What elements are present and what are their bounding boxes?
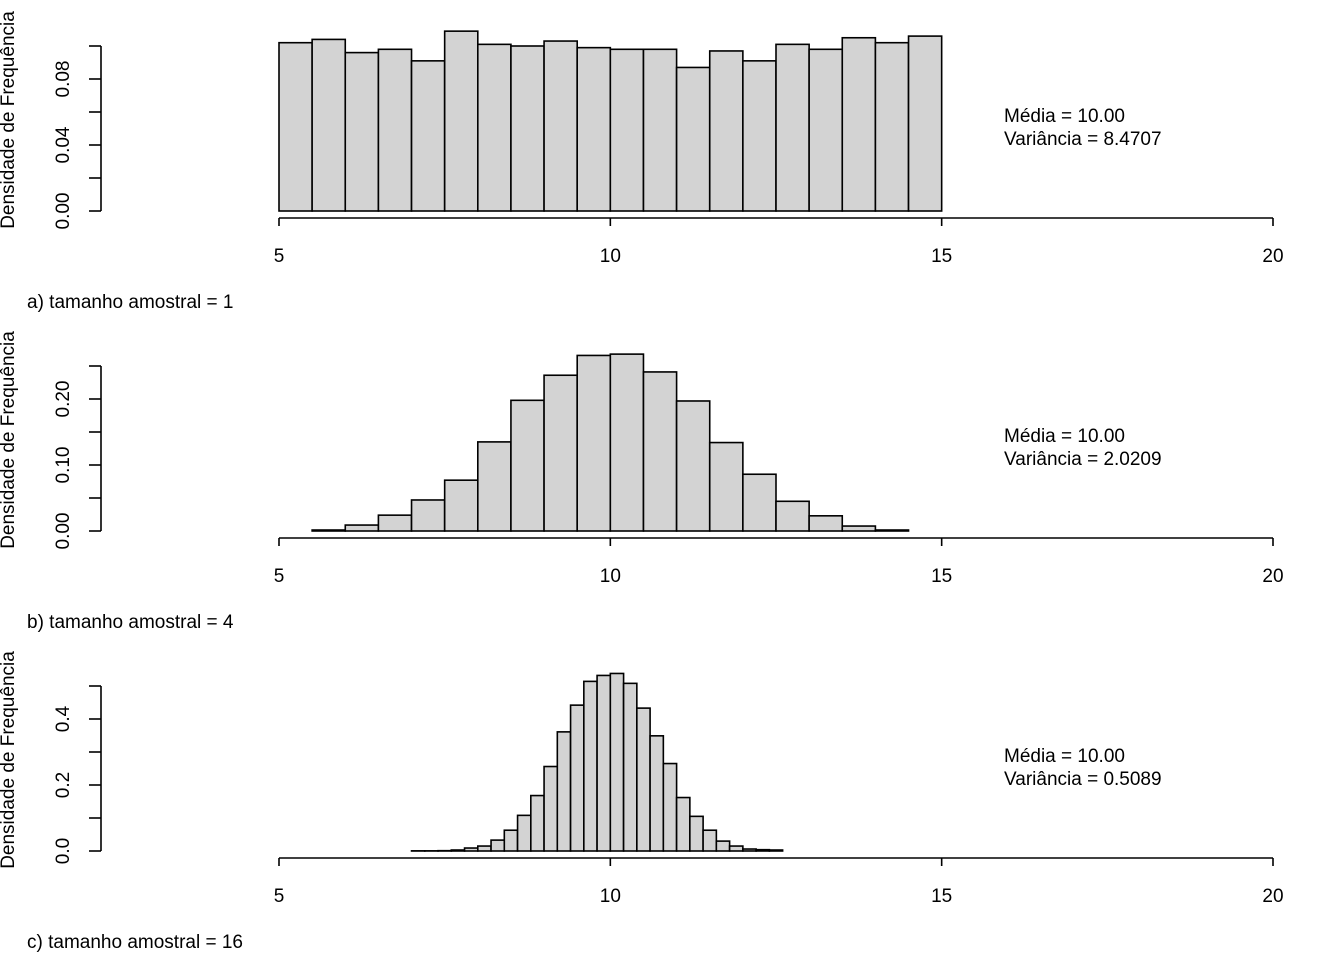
bar (715, 840, 731, 852)
bar (768, 849, 784, 852)
bar (596, 674, 612, 852)
y-axis-label: Densidade de Frequência (0, 331, 19, 549)
y-axis-label: Densidade de Frequência (0, 651, 19, 869)
y-tick-label: 0.10 (53, 447, 74, 484)
bar (377, 514, 413, 532)
bar (622, 682, 638, 852)
bar (556, 731, 572, 852)
bar (377, 48, 413, 212)
bar (516, 814, 532, 852)
annotation: Média = 10.00 (1004, 746, 1125, 767)
x-tick-label: 20 (1262, 246, 1283, 267)
caption: c) tamanho amostral = 16 (27, 932, 243, 953)
bar (636, 707, 651, 852)
x-tick-label: 10 (600, 886, 621, 907)
bar (642, 48, 678, 212)
bar (311, 529, 347, 532)
annotation: Média = 10.00 (1004, 106, 1125, 127)
annotation: Variância = 8.4707 (1004, 129, 1162, 150)
bar (907, 35, 943, 212)
x-tick-label: 20 (1262, 566, 1283, 587)
y-tick-label: 0.00 (53, 193, 74, 230)
x-tick-label: 5 (274, 566, 285, 587)
bar (344, 524, 380, 532)
bar (808, 515, 844, 532)
bar (675, 66, 711, 212)
bar (510, 399, 545, 532)
x-tick-label: 10 (600, 246, 621, 267)
bar (649, 735, 665, 852)
x-tick-label: 15 (931, 246, 952, 267)
bar (530, 794, 545, 852)
bar (675, 796, 691, 852)
bar (609, 672, 625, 852)
bar (543, 40, 578, 212)
bar (576, 46, 612, 212)
y-tick-label: 0.2 (53, 772, 74, 798)
bar (443, 479, 479, 532)
bar (708, 441, 744, 532)
bar (503, 829, 519, 852)
bar (490, 839, 506, 852)
bar (708, 50, 744, 212)
bar (569, 704, 585, 852)
bar (583, 680, 598, 852)
bar (775, 43, 810, 212)
x-tick-label: 20 (1262, 886, 1283, 907)
y-tick-label: 0.0 (53, 838, 74, 864)
bar (450, 849, 466, 852)
bar (609, 48, 645, 212)
bar (543, 765, 559, 852)
bar (689, 815, 704, 852)
bar (874, 529, 910, 532)
x-tick-label: 5 (274, 886, 285, 907)
bar (841, 525, 877, 532)
y-axis-label: Densidade de Frequência (0, 11, 19, 229)
bar (702, 829, 718, 852)
bar (808, 48, 844, 212)
bar (728, 845, 744, 852)
bar (742, 473, 777, 532)
caption: a) tamanho amostral = 1 (27, 292, 233, 313)
bar (344, 51, 380, 212)
x-tick-label: 15 (931, 566, 952, 587)
bar (476, 441, 512, 532)
bar (642, 371, 678, 532)
bar (874, 41, 910, 212)
bar (775, 500, 810, 532)
y-tick-label: 0.20 (53, 381, 74, 418)
bar (742, 848, 757, 852)
x-tick-label: 10 (600, 566, 621, 587)
caption: b) tamanho amostral = 4 (27, 612, 234, 633)
bar (510, 45, 545, 212)
bar (476, 43, 512, 212)
bar (311, 38, 347, 212)
bar (463, 847, 479, 852)
annotation: Variância = 2.0209 (1004, 449, 1162, 470)
bar (675, 400, 711, 532)
y-tick-label: 0.00 (53, 513, 74, 550)
y-tick-label: 0.04 (53, 126, 74, 163)
bar (278, 41, 313, 212)
bar (476, 845, 492, 852)
bar (543, 374, 578, 532)
x-tick-label: 15 (931, 886, 952, 907)
bar (662, 762, 678, 852)
bar (576, 354, 612, 532)
y-tick-label: 0.08 (53, 61, 74, 98)
bar (755, 848, 771, 852)
bar (410, 499, 446, 532)
y-tick-label: 0.4 (53, 705, 74, 732)
bar (609, 353, 645, 532)
bar (742, 60, 777, 212)
bar (443, 30, 479, 212)
annotation: Média = 10.00 (1004, 426, 1125, 447)
bar (841, 36, 877, 212)
annotation: Variância = 0.5089 (1004, 769, 1162, 790)
x-tick-label: 5 (274, 246, 285, 267)
bar (410, 60, 446, 212)
